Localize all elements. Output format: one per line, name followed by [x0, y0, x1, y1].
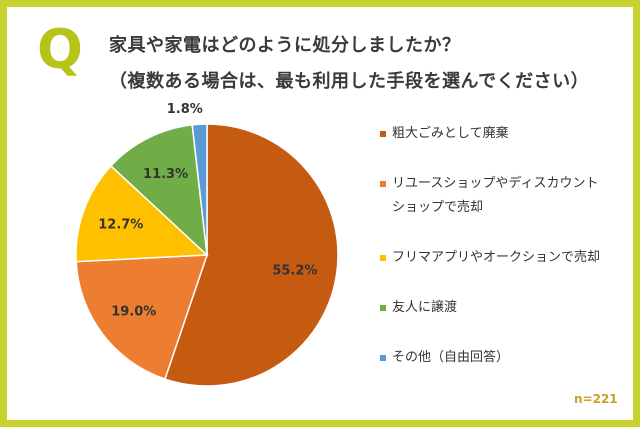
- legend-swatch-4: [380, 305, 386, 311]
- legend-label-3: フリマアプリやオークションで売却: [392, 250, 601, 265]
- pie-slice: [164, 123, 339, 387]
- sample-size: n=221: [574, 392, 618, 406]
- slice-label: 55.2%: [272, 264, 317, 279]
- legend-item-2: リユースショップやディスカウント ショップで売却: [380, 172, 620, 220]
- question-title: 家具や家電はどのように処分しましたか？ （複数ある場合は、最も利用した手段を選ん…: [109, 31, 589, 93]
- pie-slice: [191, 123, 208, 256]
- q-mark: Q: [37, 18, 83, 81]
- legend-swatch-5: [380, 355, 386, 361]
- legend-item-4: 友人に譲渡: [380, 296, 620, 320]
- slice-label: 11.3%: [143, 167, 188, 182]
- slice-label: 12.7%: [98, 218, 143, 233]
- slice-label: 19.0%: [111, 304, 156, 319]
- legend-item-3: フリマアプリやオークションで売却: [380, 246, 620, 270]
- legend-label-2b: ショップで売却: [392, 200, 484, 215]
- pie-labels: 55.2% 19.0% 12.7% 11.3% 1.8%: [98, 102, 317, 319]
- pie-slice: [109, 124, 208, 257]
- legend: 粗大ごみとして廃棄 リユースショップやディスカウント ショップで売却 フリマアプ…: [380, 122, 620, 370]
- pie-slice: [75, 164, 209, 263]
- slice-label: 1.8%: [167, 102, 203, 117]
- legend-label-1: 粗大ごみとして廃棄: [392, 126, 509, 141]
- legend-swatch-1: [380, 131, 386, 137]
- legend-label-5: その他（自由回答）: [392, 350, 510, 365]
- legend-swatch-3: [380, 255, 386, 261]
- pie-slices: [75, 123, 339, 387]
- legend-label-4: 友人に譲渡: [392, 300, 458, 315]
- question-line-2: （複数ある場合は、最も利用した手段を選んでください）: [109, 71, 590, 92]
- legend-label-2a: リユースショップやディスカウント: [392, 176, 599, 191]
- legend-item-5: その他（自由回答）: [380, 346, 620, 370]
- question-line-1: 家具や家電はどのように処分しましたか？: [109, 35, 461, 56]
- legend-item-1: 粗大ごみとして廃棄: [380, 122, 620, 146]
- pie-slice: [75, 254, 209, 381]
- legend-swatch-2: [380, 181, 386, 187]
